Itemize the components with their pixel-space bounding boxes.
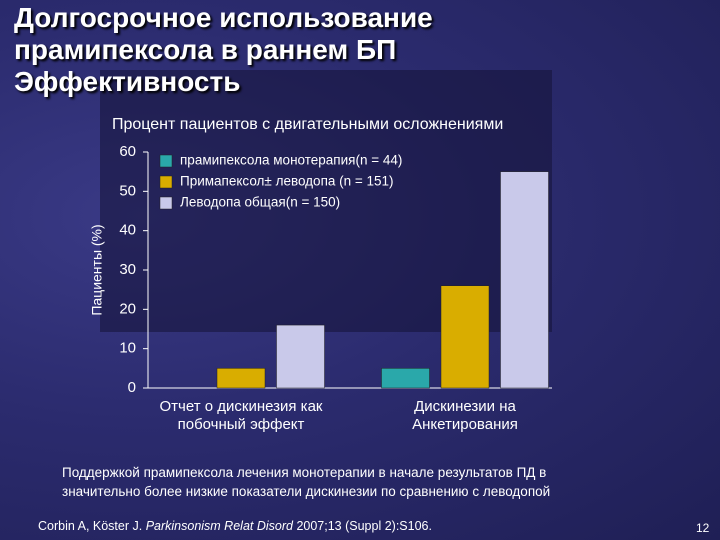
- x-tick-label: Дискинезии на Анкетирования: [412, 398, 518, 433]
- y-tick-label: 50: [119, 182, 136, 199]
- y-axis-label: Пациенты (%): [89, 224, 105, 315]
- bar: [381, 368, 430, 389]
- x-tick-label: Отчет о дискинезия как побочный эффект: [159, 398, 323, 433]
- y-tick-label: 60: [119, 143, 136, 160]
- citation-journal: Parkinsonism Relat Disord: [145, 519, 293, 533]
- bar: [440, 285, 490, 389]
- slide-title: Долгосрочное использование прамипексола …: [14, 2, 433, 97]
- bar: [500, 171, 549, 389]
- legend-swatch: [159, 196, 173, 210]
- legend-label: Леводопа общая(n = 150): [180, 195, 340, 210]
- legend-swatch: [159, 154, 173, 168]
- y-tick-label: 0: [128, 379, 136, 396]
- footnote: Поддержкой прамипексола лечения монотера…: [62, 463, 702, 501]
- citation-details: 2007;13 (Suppl 2):S106.: [292, 519, 432, 533]
- y-tick-label: 40: [119, 222, 136, 239]
- legend-label: Примапексол± леводопа (n = 151): [180, 174, 394, 189]
- footnote-line: значительно более низкие показатели диск…: [62, 484, 551, 499]
- citation: Corbin A, Köster J. Parkinsonism Relat D…: [38, 519, 432, 533]
- page-number: 12: [696, 521, 710, 535]
- y-tick-label: 20: [119, 300, 136, 317]
- bar: [276, 324, 325, 389]
- footnote-line: Поддержкой прамипексола лечения монотера…: [62, 465, 547, 480]
- y-tick-label: 30: [119, 261, 136, 278]
- legend-swatch: [159, 175, 173, 189]
- bar: [216, 368, 266, 389]
- y-tick-label: 10: [119, 340, 136, 357]
- legend-label: прамипексола монотерапия(n = 44): [180, 153, 402, 168]
- citation-authors: Corbin A, Köster J.: [38, 519, 146, 533]
- chart-title: Процент пациентов с двигательными осложн…: [112, 116, 504, 133]
